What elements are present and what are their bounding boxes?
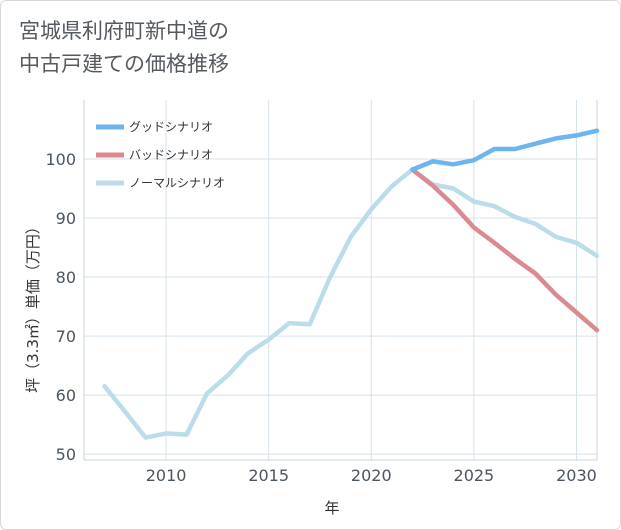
x-axis-title: 年 — [324, 499, 339, 517]
legend-label: グッドシナリオ — [129, 120, 213, 134]
y-tick-label: 60 — [56, 386, 76, 405]
legend-label: バッドシナリオ — [129, 148, 213, 162]
x-tick-label: 2030 — [556, 466, 597, 485]
series-lines — [102, 128, 600, 440]
axes — [83, 100, 598, 461]
chart-title-line-2: 中古戸建ての価格推移 — [19, 52, 229, 76]
chart-title: 宮城県利府町新中道の 中古戸建ての価格推移 — [19, 15, 229, 81]
chart-title-line-1: 宮城県利府町新中道の — [19, 19, 229, 43]
y-tick-label: 100 — [45, 150, 76, 169]
y-tick-label: 80 — [56, 268, 76, 287]
tick-labels: 50 60 70 80 90 100 2010 2015 2020 2025 2030 — [45, 150, 596, 485]
x-tick-label: 2010 — [146, 466, 187, 485]
series-line — [410, 167, 600, 333]
legend-label: ノーマルシナリオ — [129, 176, 225, 190]
series-line — [410, 128, 600, 172]
x-tick-label: 2015 — [248, 466, 289, 485]
y-tick-label: 70 — [56, 327, 76, 346]
y-tick-label: 50 — [56, 445, 76, 464]
y-axis-title: 坪（3.3㎡）単価（万円） — [24, 219, 42, 393]
series-line — [102, 167, 600, 440]
x-tick-label: 2020 — [351, 466, 392, 485]
grid-lines — [84, 100, 597, 460]
y-tick-label: 90 — [56, 209, 76, 228]
x-tick-label: 2025 — [454, 466, 495, 485]
